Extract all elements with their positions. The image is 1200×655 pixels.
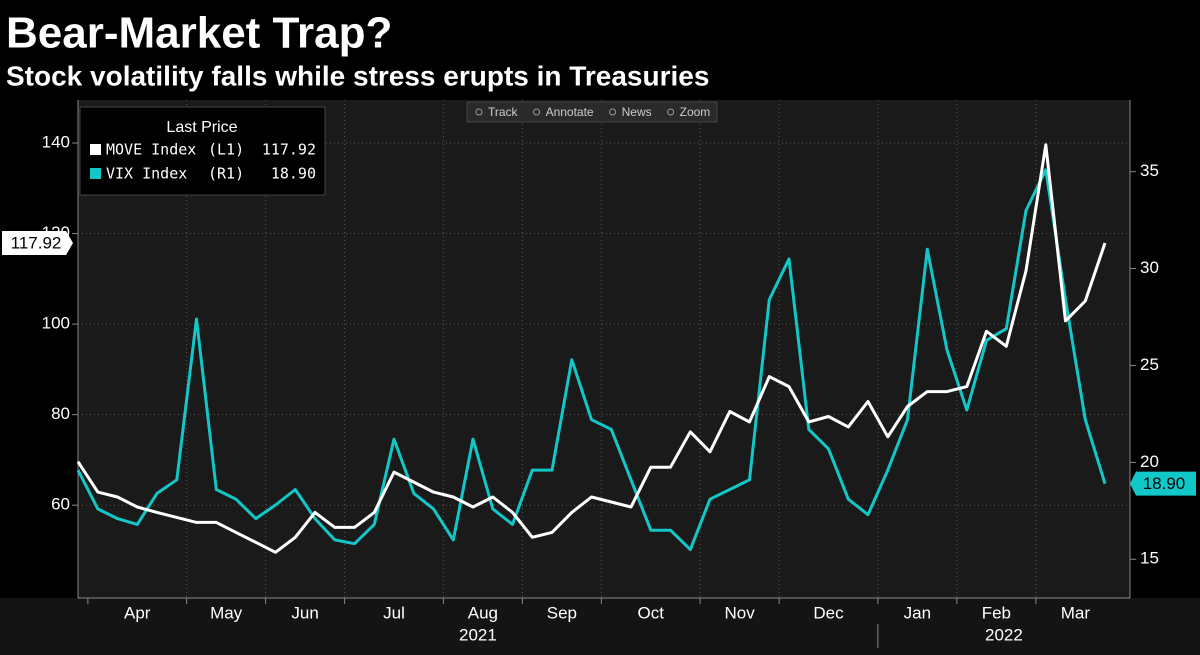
- legend-title: Last Price: [166, 119, 237, 136]
- x-tick-label: Nov: [725, 603, 756, 622]
- chart-title: Bear-Market Trap?: [6, 9, 392, 58]
- x-tick-label: Dec: [813, 603, 844, 622]
- lines: [76, 143, 1107, 554]
- x-tick-label: Mar: [1061, 603, 1091, 622]
- x-tick-label: Oct: [638, 603, 665, 622]
- legend-tag: (R1): [208, 165, 244, 183]
- legend-box: [79, 106, 326, 196]
- last-value-tag: [1130, 471, 1196, 496]
- legend-value: 117.92: [262, 141, 316, 159]
- y-tick-label: 100: [42, 314, 70, 333]
- toolbar-button[interactable]: Annotate: [546, 105, 594, 119]
- y2-tick-label: 25: [1140, 355, 1159, 374]
- legend-label: VIX Index: [106, 165, 187, 183]
- x-tick-label: Jan: [904, 603, 931, 622]
- toolbar-button[interactable]: Zoom: [680, 105, 711, 119]
- y-tick-label: 80: [51, 404, 70, 423]
- year-label: 2021: [459, 625, 497, 644]
- legend-swatch: [90, 144, 101, 155]
- series-line: [76, 143, 1107, 554]
- toolbar-icon: [667, 108, 675, 116]
- year-label: 2022: [985, 625, 1023, 644]
- y2-tick-label: 20: [1140, 452, 1159, 471]
- axes: 60801001201401520253035AprMayJunJulAugSe…: [42, 132, 1159, 648]
- y2-tick-label: 35: [1140, 161, 1159, 180]
- toolbar-icon: [609, 108, 617, 116]
- x-tick-label: Apr: [124, 603, 151, 622]
- toolbar-button[interactable]: News: [622, 105, 652, 119]
- chart-subtitle: Stock volatility falls while stress erup…: [6, 60, 709, 91]
- x-tick-label: May: [210, 603, 243, 622]
- x-tick-label: Jul: [383, 603, 405, 622]
- toolbar: Track Annotate News Zoom: [466, 101, 718, 123]
- x-tick-label: Aug: [468, 603, 498, 622]
- legend-value: 18.90: [271, 165, 316, 183]
- legend-swatch: [90, 168, 101, 179]
- toolbar-icon: [475, 108, 483, 116]
- x-tick-label: Sep: [547, 603, 577, 622]
- last-value-tag: [2, 230, 73, 255]
- y-tick-label: 140: [42, 132, 70, 151]
- last-value-label: 18.90: [1143, 474, 1186, 493]
- toolbar-box: [466, 101, 718, 123]
- series-line: [76, 168, 1107, 552]
- toolbar-button[interactable]: Track: [488, 105, 519, 119]
- last-value-label: 117.92: [11, 233, 62, 252]
- y2-tick-label: 30: [1140, 258, 1159, 277]
- y2-tick-label: 15: [1140, 549, 1159, 568]
- grid: [78, 100, 1130, 598]
- x-axis-band: [0, 598, 1200, 655]
- legend: Last Price MOVE Index (L1) 117.92 VIX Index…: [79, 106, 326, 196]
- x-tick-label: Feb: [982, 603, 1011, 622]
- x-tick-label: Jun: [291, 603, 318, 622]
- last-value-tags: 117.92 18.90: [2, 230, 1196, 496]
- legend-label: MOVE Index: [106, 141, 196, 159]
- y-tick-label: 60: [51, 495, 70, 514]
- legend-tag: (L1): [208, 141, 244, 159]
- toolbar-icon: [533, 108, 541, 116]
